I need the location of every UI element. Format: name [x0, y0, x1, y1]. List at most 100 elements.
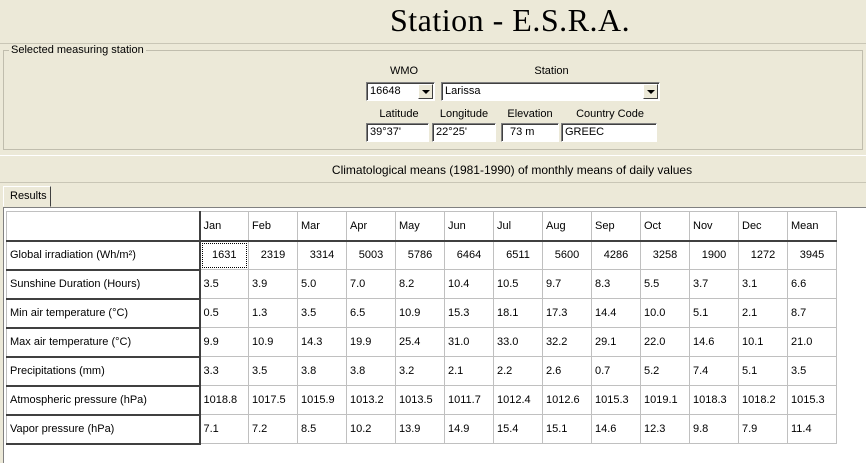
table-cell[interactable]: 2.2: [493, 356, 543, 386]
country-code-field[interactable]: GREEC: [561, 123, 657, 142]
table-cell[interactable]: 8.5: [297, 414, 347, 444]
table-cell[interactable]: 22.0: [640, 327, 690, 357]
latitude-field[interactable]: 39°37': [366, 123, 429, 142]
table-cell[interactable]: 10.4: [444, 269, 494, 299]
table-cell[interactable]: 0.7: [591, 356, 641, 386]
table-cell[interactable]: 3.7: [689, 269, 739, 299]
table-cell[interactable]: 1012.4: [493, 385, 543, 415]
table-cell[interactable]: 31.0: [444, 327, 494, 357]
table-cell[interactable]: 6.6: [787, 269, 837, 299]
table-cell[interactable]: 3.9: [248, 269, 298, 299]
table-cell[interactable]: 1272: [738, 240, 788, 270]
table-cell[interactable]: 5600: [542, 240, 592, 270]
table-cell[interactable]: 10.2: [346, 414, 396, 444]
table-cell[interactable]: 1.3: [248, 298, 298, 328]
table-cell[interactable]: 7.4: [689, 356, 739, 386]
table-cell[interactable]: 9.9: [199, 327, 249, 357]
table-cell[interactable]: 1012.6: [542, 385, 592, 415]
table-cell[interactable]: 10.9: [248, 327, 298, 357]
table-cell[interactable]: 10.1: [738, 327, 788, 357]
table-cell[interactable]: 6.5: [346, 298, 396, 328]
results-grid[interactable]: Jan Feb Mar Apr May Jun Jul Aug Sep Oct Nov Dec Mean…: [3, 207, 866, 463]
table-cell[interactable]: 5.1: [689, 298, 739, 328]
table-cell[interactable]: 17.3: [542, 298, 592, 328]
table-cell[interactable]: 10.5: [493, 269, 543, 299]
table-cell[interactable]: 3314: [297, 240, 347, 270]
table-cell[interactable]: 14.6: [591, 414, 641, 444]
table-cell[interactable]: 5003: [346, 240, 396, 270]
table-cell[interactable]: 2.1: [738, 298, 788, 328]
table-cell[interactable]: 6464: [444, 240, 494, 270]
table-cell[interactable]: 9.8: [689, 414, 739, 444]
table-cell[interactable]: 33.0: [493, 327, 543, 357]
table-cell[interactable]: 7.0: [346, 269, 396, 299]
wmo-select[interactable]: 16648: [366, 82, 435, 101]
table-cell[interactable]: 2.6: [542, 356, 592, 386]
table-cell[interactable]: 1011.7: [444, 385, 494, 415]
table-cell[interactable]: 5.0: [297, 269, 347, 299]
table-cell[interactable]: 14.9: [444, 414, 494, 444]
table-cell[interactable]: 15.3: [444, 298, 494, 328]
table-cell[interactable]: 0.5: [199, 298, 249, 328]
table-cell[interactable]: 2.1: [444, 356, 494, 386]
table-cell[interactable]: 3.3: [199, 356, 249, 386]
table-cell[interactable]: 1018.8: [199, 385, 249, 415]
table-cell[interactable]: 3.8: [346, 356, 396, 386]
table-cell[interactable]: 1015.3: [787, 385, 837, 415]
table-cell[interactable]: 1631: [199, 240, 249, 270]
table-cell[interactable]: 9.7: [542, 269, 592, 299]
table-cell[interactable]: 19.9: [346, 327, 396, 357]
table-cell[interactable]: 3.5: [787, 356, 837, 386]
table-cell[interactable]: 6511: [493, 240, 543, 270]
table-cell[interactable]: 1015.9: [297, 385, 347, 415]
chevron-down-icon[interactable]: [643, 84, 658, 99]
table-cell[interactable]: 1017.5: [248, 385, 298, 415]
table-cell[interactable]: 32.2: [542, 327, 592, 357]
table-cell[interactable]: 18.1: [493, 298, 543, 328]
chevron-down-icon[interactable]: [418, 84, 433, 99]
table-cell[interactable]: 7.2: [248, 414, 298, 444]
table-cell[interactable]: 10.0: [640, 298, 690, 328]
longitude-field[interactable]: 22°25': [432, 123, 496, 142]
table-cell[interactable]: 8.2: [395, 269, 445, 299]
table-cell[interactable]: 5786: [395, 240, 445, 270]
table-cell[interactable]: 3258: [640, 240, 690, 270]
table-cell[interactable]: 12.3: [640, 414, 690, 444]
table-cell[interactable]: 2319: [248, 240, 298, 270]
table-cell[interactable]: 3.5: [199, 269, 249, 299]
table-cell[interactable]: 5.1: [738, 356, 788, 386]
table-cell[interactable]: 3.8: [297, 356, 347, 386]
table-cell[interactable]: 8.3: [591, 269, 641, 299]
table-cell[interactable]: 13.9: [395, 414, 445, 444]
table-cell[interactable]: 3.1: [738, 269, 788, 299]
table-cell[interactable]: 4286: [591, 240, 641, 270]
table-cell[interactable]: 21.0: [787, 327, 837, 357]
table-cell[interactable]: 3945: [787, 240, 837, 270]
table-cell[interactable]: 1018.3: [689, 385, 739, 415]
table-cell[interactable]: 3.5: [248, 356, 298, 386]
table-cell[interactable]: 7.9: [738, 414, 788, 444]
table-cell[interactable]: 1018.2: [738, 385, 788, 415]
table-cell[interactable]: 5.2: [640, 356, 690, 386]
table-cell[interactable]: 8.7: [787, 298, 837, 328]
table-cell[interactable]: 5.5: [640, 269, 690, 299]
table-cell[interactable]: 25.4: [395, 327, 445, 357]
table-cell[interactable]: 3.2: [395, 356, 445, 386]
table-cell[interactable]: 1015.3: [591, 385, 641, 415]
table-cell[interactable]: 15.1: [542, 414, 592, 444]
table-cell[interactable]: 29.1: [591, 327, 641, 357]
elevation-field[interactable]: 73 m: [501, 123, 559, 142]
table-cell[interactable]: 10.9: [395, 298, 445, 328]
table-cell[interactable]: 1019.1: [640, 385, 690, 415]
station-select[interactable]: Larissa: [441, 82, 660, 101]
table-cell[interactable]: 1013.2: [346, 385, 396, 415]
table-cell[interactable]: 15.4: [493, 414, 543, 444]
tab-results[interactable]: Results: [3, 186, 51, 207]
table-cell[interactable]: 11.4: [787, 414, 837, 444]
table-cell[interactable]: 14.6: [689, 327, 739, 357]
table-cell[interactable]: 14.3: [297, 327, 347, 357]
table-cell[interactable]: 7.1: [199, 414, 249, 444]
table-cell[interactable]: 1013.5: [395, 385, 445, 415]
table-cell[interactable]: 14.4: [591, 298, 641, 328]
table-cell[interactable]: 1900: [689, 240, 739, 270]
